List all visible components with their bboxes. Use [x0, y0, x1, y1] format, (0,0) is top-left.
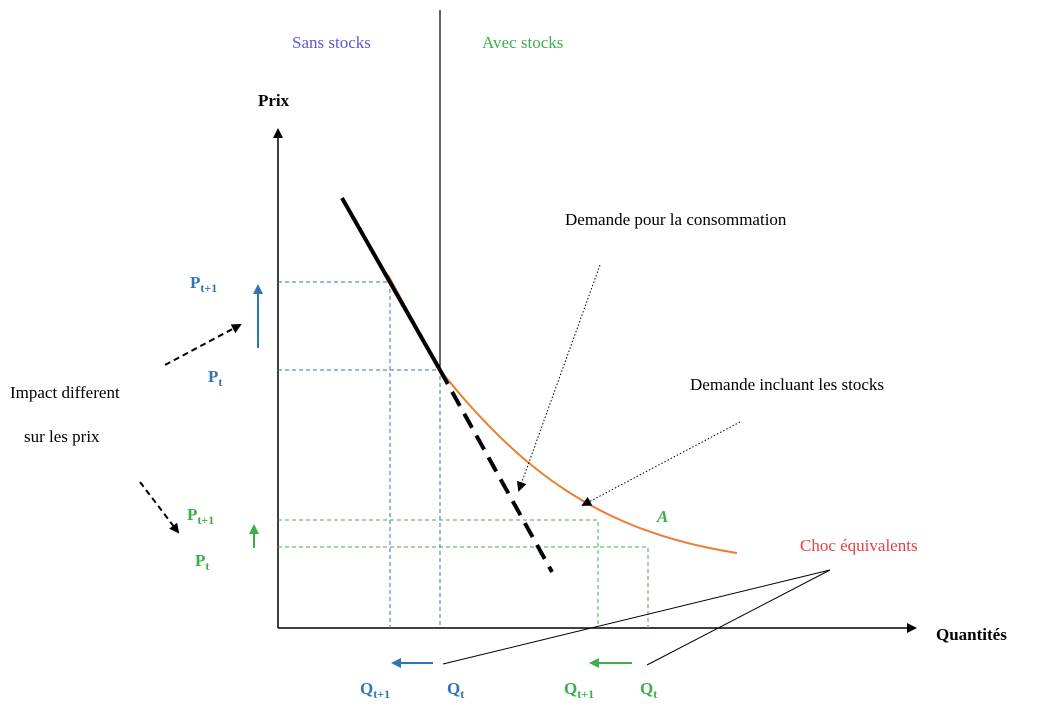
point-a: A	[656, 507, 668, 526]
consumption-label: Demande pour la consommation	[565, 210, 787, 229]
sub: t	[653, 687, 657, 701]
price-label: Pt+1	[187, 505, 214, 527]
base: P	[187, 505, 197, 524]
impact-arrow-bottom	[139, 481, 180, 534]
sub: t+1	[197, 513, 214, 527]
sub: t+1	[200, 281, 217, 295]
impact-line1: Impact different	[10, 383, 120, 402]
sub: t	[205, 559, 209, 573]
base: Q	[447, 679, 460, 698]
base: P	[195, 551, 205, 570]
demand-with-stocks	[387, 274, 738, 554]
price-label: Pt	[195, 551, 209, 573]
quantity-label: Qt+1	[564, 679, 594, 701]
x-axis-label: Quantités	[936, 625, 1007, 644]
with-stocks-label: Demande incluant les stocks	[690, 375, 884, 394]
consumption-pointer	[517, 264, 601, 492]
price-label: Pt	[208, 367, 222, 389]
demand-consumption	[340, 197, 442, 371]
base: P	[190, 273, 200, 292]
quantity-label: Qt	[447, 679, 464, 701]
price-label: Pt+1	[190, 273, 217, 295]
sub: t	[218, 375, 222, 389]
quantity-label: Qt	[640, 679, 657, 701]
sub: t	[460, 687, 464, 701]
shock-line-blue	[442, 569, 831, 665]
region-left: Sans stocks	[292, 33, 371, 52]
green-guides	[278, 519, 649, 628]
base: Q	[564, 679, 577, 698]
shock-label: Choc équivalents	[800, 536, 918, 555]
impact-line2: sur les prix	[24, 427, 100, 446]
blue-guides	[278, 281, 441, 628]
sub: t+1	[577, 687, 594, 701]
impact-arrow-top	[164, 324, 242, 366]
shock-line-green	[646, 569, 831, 666]
sub: t+1	[373, 687, 390, 701]
quantity-label: Qt+1	[360, 679, 390, 701]
base: Q	[640, 679, 653, 698]
demand-consumption-dashed	[438, 369, 554, 573]
base: P	[208, 367, 218, 386]
y-axis-label: Prix	[258, 91, 290, 110]
base: Q	[360, 679, 373, 698]
region-right: Avec stocks	[482, 33, 563, 52]
with-stocks-pointer	[581, 421, 741, 506]
